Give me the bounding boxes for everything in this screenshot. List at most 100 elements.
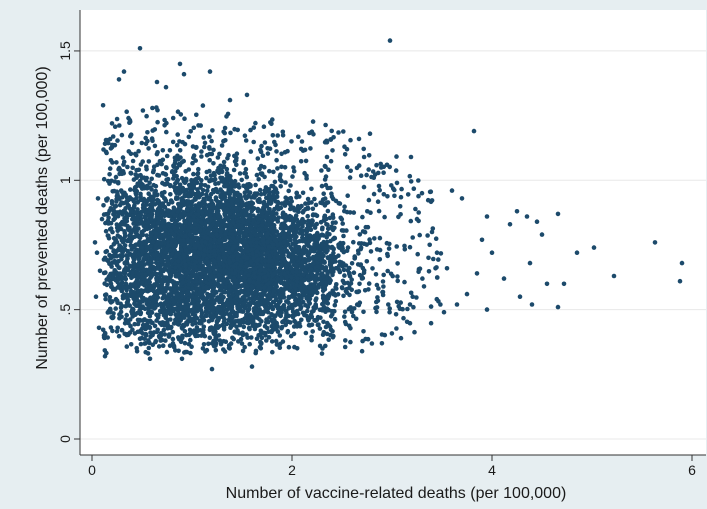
data-point bbox=[282, 165, 288, 170]
data-point bbox=[262, 258, 268, 264]
data-point bbox=[147, 180, 152, 185]
data-point bbox=[132, 321, 137, 327]
data-point bbox=[325, 208, 331, 214]
data-point bbox=[156, 200, 161, 206]
data-point bbox=[175, 274, 180, 279]
data-point bbox=[219, 293, 224, 299]
data-point bbox=[395, 278, 401, 284]
data-point bbox=[186, 341, 192, 347]
data-point bbox=[139, 290, 145, 296]
data-point bbox=[245, 335, 250, 340]
data-point bbox=[177, 148, 183, 153]
data-point bbox=[310, 206, 316, 212]
data-point bbox=[219, 246, 225, 252]
data-point bbox=[306, 255, 312, 260]
data-point bbox=[267, 285, 273, 291]
data-point bbox=[263, 225, 269, 230]
data-point bbox=[309, 186, 314, 192]
data-point bbox=[190, 160, 195, 166]
data-point bbox=[321, 319, 326, 325]
data-point bbox=[274, 194, 280, 199]
data-point bbox=[197, 228, 203, 233]
data-point bbox=[157, 308, 163, 314]
data-point bbox=[339, 244, 345, 249]
data-point bbox=[144, 224, 149, 229]
data-point bbox=[245, 283, 250, 289]
data-point bbox=[204, 175, 209, 181]
data-point bbox=[149, 260, 154, 266]
data-point bbox=[221, 347, 226, 352]
data-point bbox=[183, 233, 188, 239]
data-point bbox=[325, 226, 331, 232]
data-point bbox=[219, 299, 224, 305]
data-point bbox=[218, 341, 224, 347]
data-point bbox=[326, 322, 332, 328]
data-point bbox=[301, 272, 306, 277]
data-point bbox=[103, 212, 109, 217]
data-point bbox=[274, 229, 280, 234]
data-point bbox=[128, 187, 133, 192]
data-point bbox=[318, 315, 323, 321]
data-point bbox=[279, 276, 284, 281]
data-point bbox=[271, 224, 277, 230]
data-point bbox=[312, 318, 317, 323]
data-point bbox=[213, 195, 219, 200]
data-point bbox=[134, 349, 140, 354]
data-point bbox=[185, 304, 191, 310]
data-point bbox=[212, 270, 217, 275]
data-point bbox=[176, 201, 181, 207]
data-point bbox=[247, 214, 252, 220]
data-point bbox=[200, 346, 206, 351]
data-point bbox=[146, 146, 151, 151]
data-point bbox=[382, 214, 387, 220]
data-point bbox=[219, 189, 225, 195]
data-point bbox=[134, 175, 139, 180]
data-point bbox=[304, 229, 310, 234]
data-point bbox=[221, 263, 226, 269]
data-point bbox=[189, 294, 195, 299]
data-point bbox=[230, 232, 235, 237]
data-point bbox=[146, 338, 151, 343]
data-point bbox=[164, 246, 169, 252]
data-point bbox=[183, 219, 188, 225]
data-point bbox=[256, 302, 262, 308]
data-point bbox=[111, 212, 117, 218]
data-point bbox=[162, 196, 167, 201]
data-point bbox=[200, 263, 205, 269]
data-point bbox=[165, 176, 171, 182]
data-point bbox=[216, 304, 221, 310]
data-point bbox=[207, 335, 213, 341]
data-point bbox=[107, 295, 113, 300]
data-point bbox=[211, 299, 217, 305]
data-point bbox=[240, 348, 246, 354]
data-point bbox=[213, 181, 218, 186]
data-point bbox=[182, 340, 188, 346]
data-point bbox=[305, 304, 311, 310]
data-point bbox=[303, 249, 309, 255]
data-point bbox=[224, 242, 229, 247]
data-point bbox=[287, 254, 292, 259]
data-point bbox=[292, 231, 298, 236]
data-point bbox=[349, 261, 355, 266]
data-point bbox=[307, 233, 313, 238]
data-point bbox=[178, 213, 183, 219]
data-point bbox=[115, 325, 120, 331]
data-point bbox=[212, 274, 217, 280]
data-point bbox=[292, 289, 298, 295]
data-point bbox=[130, 270, 135, 276]
data-point bbox=[103, 296, 108, 302]
data-point bbox=[112, 216, 118, 221]
data-point bbox=[227, 306, 233, 311]
data-point bbox=[182, 350, 187, 355]
data-point bbox=[127, 233, 132, 238]
data-point bbox=[278, 225, 284, 231]
data-point bbox=[330, 236, 336, 242]
data-point bbox=[188, 350, 193, 356]
data-point bbox=[101, 270, 107, 276]
data-point bbox=[166, 208, 171, 213]
data-point bbox=[211, 293, 216, 298]
data-point bbox=[109, 201, 115, 206]
data-point bbox=[246, 273, 251, 278]
data-point bbox=[114, 199, 119, 204]
data-point bbox=[281, 253, 286, 258]
